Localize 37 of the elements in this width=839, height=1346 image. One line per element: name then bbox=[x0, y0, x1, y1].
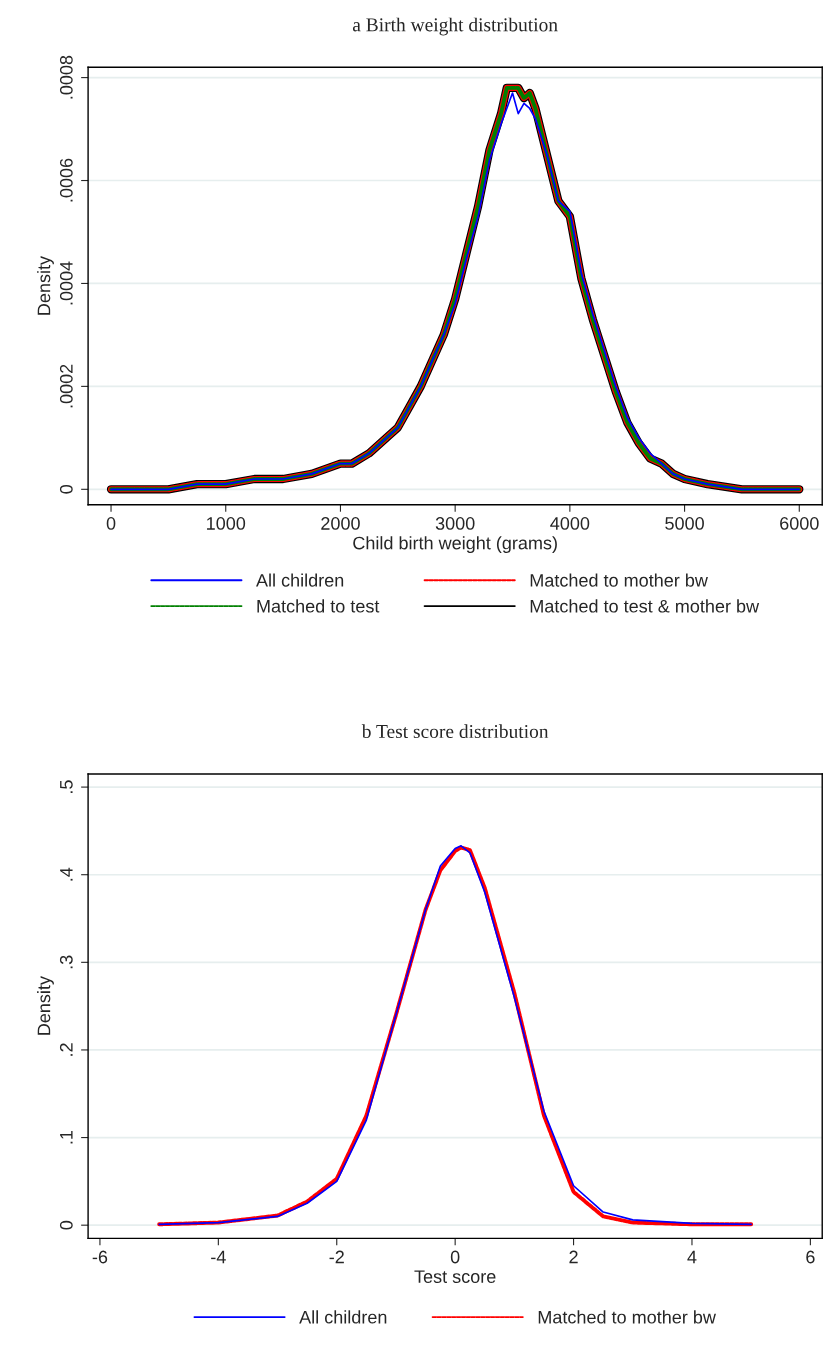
legend-label: All children bbox=[256, 573, 344, 587]
x-tick-label: 3000 bbox=[435, 517, 475, 530]
legend-label: Matched to mother bw bbox=[538, 1310, 716, 1324]
x-tick-label: 0 bbox=[450, 1250, 460, 1264]
x-tick-label: 6 bbox=[806, 1250, 815, 1264]
x-tick-label: 6000 bbox=[780, 517, 819, 530]
legend-label: Matched to test bbox=[257, 599, 380, 613]
y-tick-label: .0008 bbox=[59, 55, 73, 99]
x-tick-label: 1000 bbox=[207, 517, 246, 530]
y-tick-label: .0004 bbox=[59, 261, 73, 305]
x-tick-label: 2000 bbox=[321, 517, 360, 530]
chart-title: b Test score distribution bbox=[361, 724, 549, 739]
legend-label: Matched to test & mother bw bbox=[530, 599, 760, 613]
x-tick-label: 2 bbox=[569, 1250, 578, 1264]
x-tick-label: -6 bbox=[92, 1250, 108, 1264]
x-tick-label: -4 bbox=[211, 1250, 226, 1264]
y-axis-title: Density bbox=[37, 255, 54, 315]
x-tick-label: -2 bbox=[329, 1250, 344, 1264]
y-tick-label: 0 bbox=[59, 1220, 73, 1230]
x-tick-label: 4000 bbox=[550, 517, 590, 530]
chart-title: a Birth weight distribution bbox=[352, 17, 558, 36]
y-tick-label: .3 bbox=[59, 955, 73, 969]
y-tick-label: .4 bbox=[60, 867, 73, 881]
x-axis-title: Child birth weight (grams) bbox=[353, 536, 557, 553]
y-tick-label: .0002 bbox=[59, 364, 73, 408]
x-tick-label: 0 bbox=[106, 517, 116, 530]
y-axis-title: Density bbox=[37, 976, 54, 1035]
x-tick-label: 5000 bbox=[665, 517, 704, 530]
y-tick-label: 0 bbox=[59, 485, 73, 494]
y-tick-label: .1 bbox=[60, 1130, 73, 1144]
y-tick-label: .5 bbox=[60, 780, 73, 793]
legend-label: Matched to mother bw bbox=[530, 573, 708, 587]
legend-label: All children bbox=[299, 1310, 387, 1324]
y-tick-label: .2 bbox=[59, 1043, 73, 1056]
y-tick-label: .0006 bbox=[59, 158, 73, 202]
x-tick-label: 4 bbox=[687, 1250, 697, 1264]
x-axis-title: Test score bbox=[414, 1270, 496, 1283]
